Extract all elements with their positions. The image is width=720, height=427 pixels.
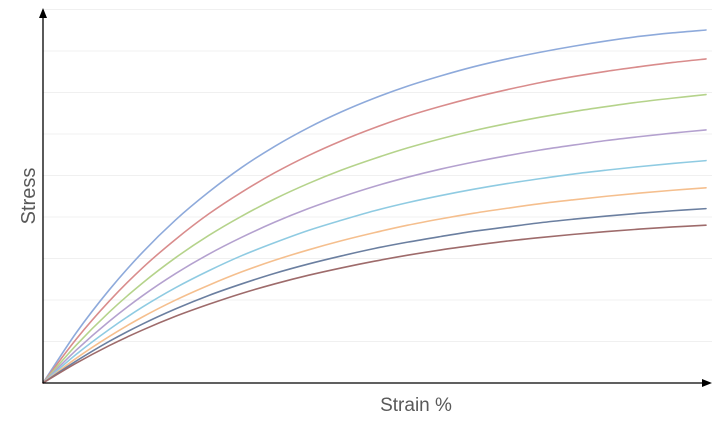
series-lines bbox=[42, 29, 707, 384]
series-line-6 bbox=[42, 186, 707, 384]
series-line-4 bbox=[42, 129, 707, 384]
x-axis-arrow-icon bbox=[702, 379, 712, 387]
series-line-1 bbox=[42, 29, 707, 384]
gridlines bbox=[43, 9, 712, 342]
x-axis-title: Strain % bbox=[380, 395, 452, 416]
series-line-3 bbox=[42, 93, 707, 384]
y-axis-arrow-icon bbox=[39, 8, 47, 18]
series-line-8 bbox=[42, 224, 707, 384]
y-axis-title: Stress bbox=[18, 168, 40, 225]
axes bbox=[39, 8, 712, 387]
series-line-5 bbox=[42, 159, 707, 384]
series-line-2 bbox=[42, 58, 707, 384]
series-line-7 bbox=[42, 207, 707, 384]
